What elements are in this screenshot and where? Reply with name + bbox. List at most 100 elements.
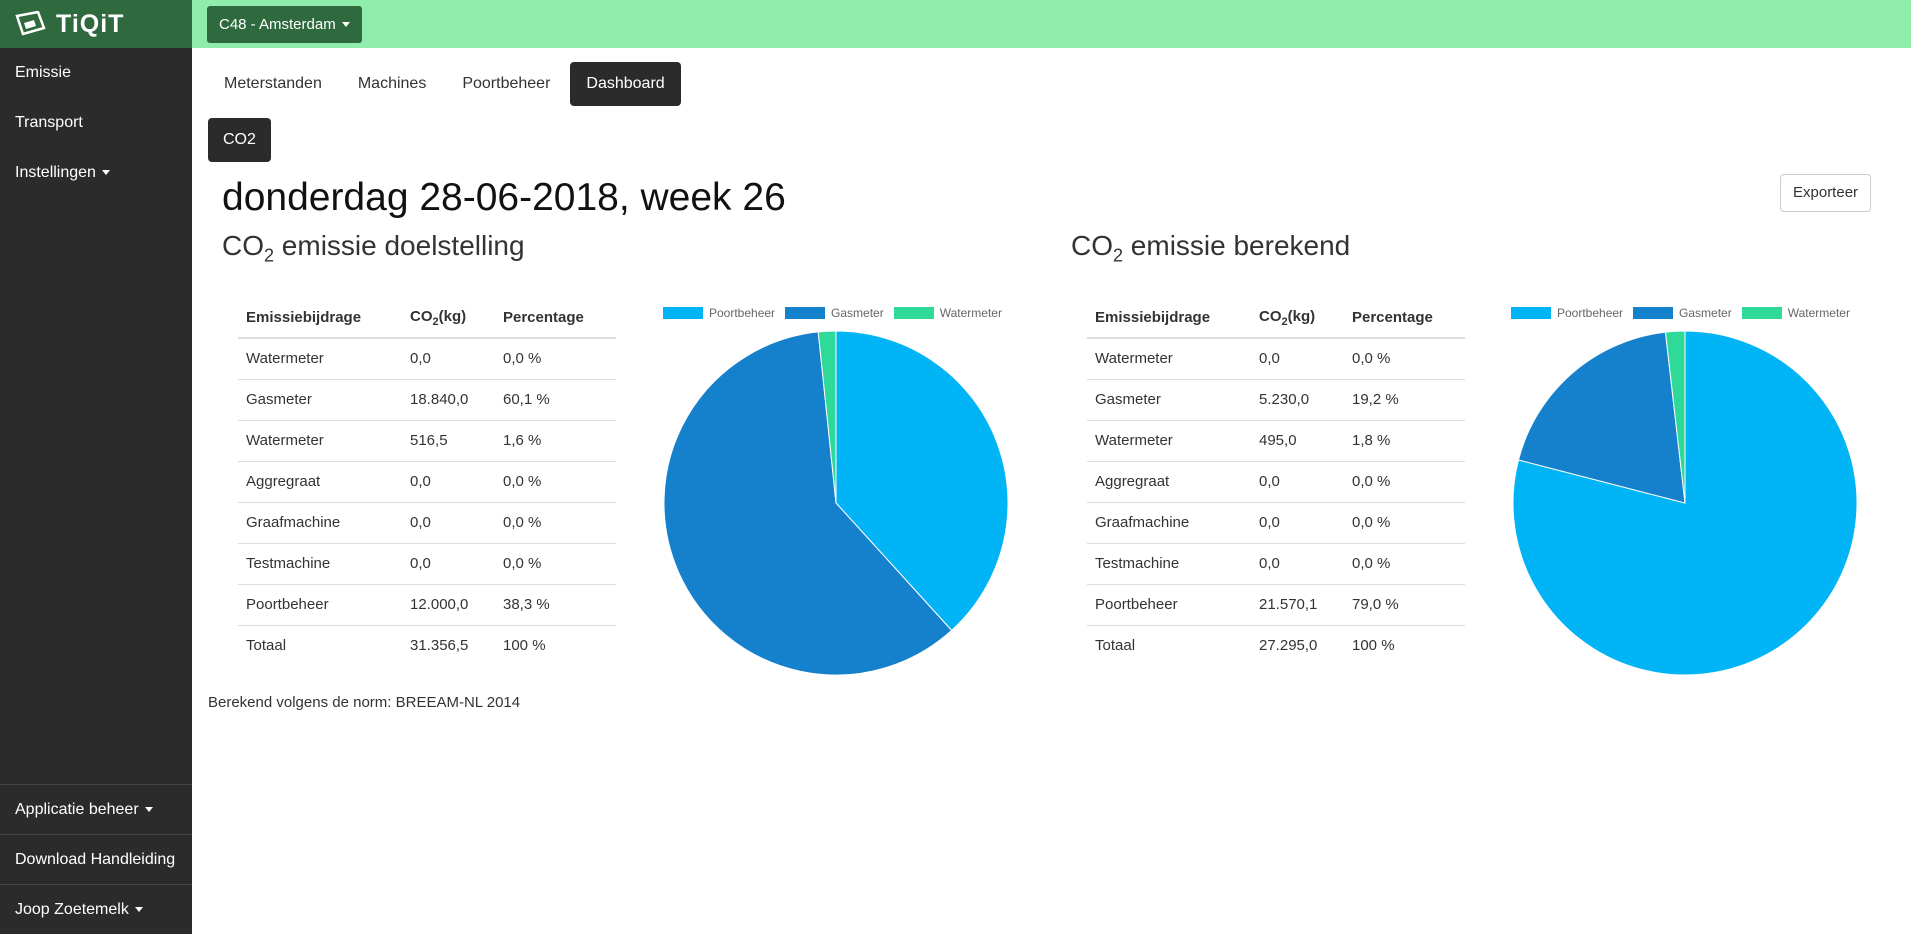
column-header: Percentage [1344, 298, 1465, 339]
legend-label: Watermeter [939, 306, 1002, 320]
table-row: Testmachine 0,0 0,0 % [1087, 542, 1465, 584]
nav-item-label: Applicatie beheer [15, 801, 139, 818]
export-button[interactable]: Exporteer [1780, 174, 1872, 212]
column-header: Emissiebijdrage [1087, 298, 1251, 339]
legend-label: Poortbeheer [1557, 306, 1624, 320]
table-cell: 0,0 % [495, 501, 616, 543]
pie-chart-doelstelling [663, 330, 1009, 676]
pie-slice-watermeter[interactable] [817, 330, 837, 504]
sidebar-item-joop-zoetemelk[interactable]: Joop Zoetemelk [0, 884, 192, 934]
nav-item-label: Download Handleiding [15, 851, 176, 868]
pie-slice-poortbeheer[interactable] [835, 330, 1009, 632]
table-cell: 0,0 [1251, 542, 1344, 584]
tab-bar: Meterstanden Machines Poortbeheer Dashboard [208, 62, 681, 106]
footnote: Berekend volgens de norm: BREEAM-NL 2014 [208, 694, 521, 711]
column-header: Percentage [495, 298, 616, 339]
table-row: Aggregraat 0,0 0,0 % [238, 460, 616, 502]
table-cell: 0,0 % [503, 350, 542, 368]
table-cell: 60,1 % [495, 378, 616, 420]
sidebar-item-applicatie-beheer[interactable]: Applicatie beheer [0, 784, 192, 834]
chevron-down-icon [341, 22, 350, 27]
location-label: C48 - Amsterdam [219, 16, 336, 33]
main-content: Meterstanden Machines Poortbeheer Dashboard… [192, 48, 1911, 934]
page-title: donderdag 28-06-2018, week 26 [222, 176, 786, 219]
sidebar-item-instellingen[interactable]: Instellingen [0, 148, 192, 198]
chart-legend: Poortbeheer Gasmeter Watermeter [1511, 306, 1850, 320]
table-cell: 21.570,1 [1251, 583, 1344, 625]
table-cell: Aggregraat [1087, 460, 1251, 502]
sidebar-item-emissie[interactable]: Emissie [0, 48, 192, 98]
table-cell: 0,0 [1251, 460, 1344, 502]
table-cell: 0,0 [402, 542, 495, 584]
location-dropdown[interactable]: C48 - Amsterdam [207, 6, 362, 43]
tab-dashboard[interactable]: Dashboard [570, 62, 681, 106]
column-header: CO2(kg) [402, 298, 495, 339]
table-row: Watermeter 495,0 1,8 % [1087, 419, 1465, 461]
table-cell: Gasmeter [1087, 378, 1251, 420]
section-title: CO2 emissie berekend [1071, 230, 1351, 266]
table-cell: 0,0 [402, 501, 495, 543]
table-cell: Poortbeheer [238, 583, 402, 625]
table-row: Gasmeter 5.230,0 19,2 % [1087, 378, 1465, 420]
legend-swatch [893, 307, 934, 319]
table-row: Poortbeheer 12.000,0 38,3 % [238, 583, 616, 625]
logo-icon [15, 11, 46, 36]
legend-item[interactable]: Gasmeter [1633, 306, 1732, 320]
legend-item[interactable]: Watermeter [1741, 306, 1850, 320]
sidebar: TiQiT Emissie Transport Instellingen Appli… [0, 0, 192, 934]
table-cell: Testmachine [238, 542, 402, 584]
table-row: Aggregraat 0,0 0,0 % [1087, 460, 1465, 502]
table-cell: 516,5 [402, 419, 495, 461]
table-cell: 1,6 % [495, 419, 616, 461]
table-row: Gasmeter 18.840,0 60,1 % [238, 378, 616, 420]
column-header: CO2(kg) [1251, 298, 1344, 339]
table-cell: 0,0 % [1344, 460, 1465, 502]
nav-item-label: Emissie [15, 64, 72, 81]
table-cell: 5.230,0 [1251, 378, 1344, 420]
chevron-down-icon [134, 907, 143, 913]
table-row: Totaal 27.295,0 100 % [1087, 624, 1465, 666]
table-cell: Watermeter [1095, 350, 1173, 368]
nav-item-label: Joop Zoetemelk [15, 901, 129, 918]
sidebar-item-download-handleiding[interactable]: Download Handleiding [0, 834, 192, 884]
section-doelstelling: CO2 emissie doelstelling [222, 230, 525, 267]
table-cell: 0,0 [402, 460, 495, 502]
table-row: Poortbeheer 21.570,1 79,0 % [1087, 583, 1465, 625]
table-cell: 0,0 % [495, 460, 616, 502]
table-cell: Watermeter [246, 350, 324, 368]
sidebar-item-transport[interactable]: Transport [0, 98, 192, 148]
table-row: Graafmachine 0,0 0,0 % [1087, 501, 1465, 543]
tab-meterstanden[interactable]: Meterstanden [224, 75, 322, 92]
section-berekend: CO2 emissie berekend [1071, 230, 1350, 267]
legend-item[interactable]: Poortbeheer [1511, 306, 1623, 320]
table-cell: Graafmachine [238, 501, 402, 543]
legend-swatch [1511, 307, 1551, 319]
table-cell: 0,0 [1251, 501, 1344, 543]
legend-item[interactable]: Watermeter [893, 306, 1002, 320]
legend-item[interactable]: Gasmeter [785, 306, 884, 320]
table-cell: 495,0 [1251, 419, 1344, 461]
table-cell: 0,0 % [1352, 350, 1391, 368]
table-row: Watermeter 0,0 0,0 % [238, 338, 616, 379]
brand[interactable]: TiQiT [0, 0, 192, 48]
table-cell: 31.356,5 [402, 624, 495, 666]
tab-poortbeheer[interactable]: Poortbeheer [462, 75, 551, 92]
table-cell: Testmachine [1087, 542, 1251, 584]
legend-label: Watermeter [1787, 306, 1850, 320]
table-header-row: Emissiebijdrage CO2(kg) Percentage [238, 298, 616, 339]
pie-slice-watermeter[interactable] [1664, 330, 1686, 504]
pie-slice-gasmeter[interactable] [1517, 331, 1686, 504]
table-cell: 0,0 % [495, 542, 616, 584]
table-cell: Totaal [1087, 624, 1251, 666]
pie-slice-gasmeter[interactable] [663, 331, 953, 676]
topbar: C48 - Amsterdam [192, 0, 1911, 48]
legend-swatch [663, 307, 703, 319]
tab-machines[interactable]: Machines [357, 75, 427, 92]
table-row: Testmachine 0,0 0,0 % [238, 542, 616, 584]
legend-label: Gasmeter [831, 306, 884, 320]
tab-co2[interactable]: CO2 [208, 118, 271, 162]
table-cell: 38,3 % [495, 583, 616, 625]
table-cell: 0,0 % [1344, 501, 1465, 543]
table-row: Graafmachine 0,0 0,0 % [238, 501, 616, 543]
legend-item[interactable]: Poortbeheer [663, 306, 775, 320]
